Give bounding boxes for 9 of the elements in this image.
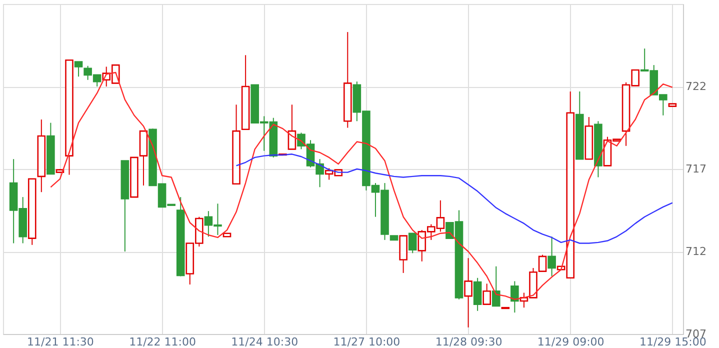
y-tick-label: 722	[686, 80, 706, 93]
x-tick-label: 11/28 09:30	[435, 336, 502, 348]
x-tick-label: 11/22 11:00	[129, 336, 196, 348]
x-tick-label: 11/29 09:00	[537, 336, 604, 348]
y-tick-label: 717	[686, 162, 706, 176]
x-tick-label: 11/21 11:30	[27, 336, 94, 348]
x-tick-label: 11/27 10:00	[333, 336, 400, 348]
y-tick-label: 712	[686, 245, 706, 258]
x-tick-label: 11/24 10:30	[231, 336, 298, 348]
